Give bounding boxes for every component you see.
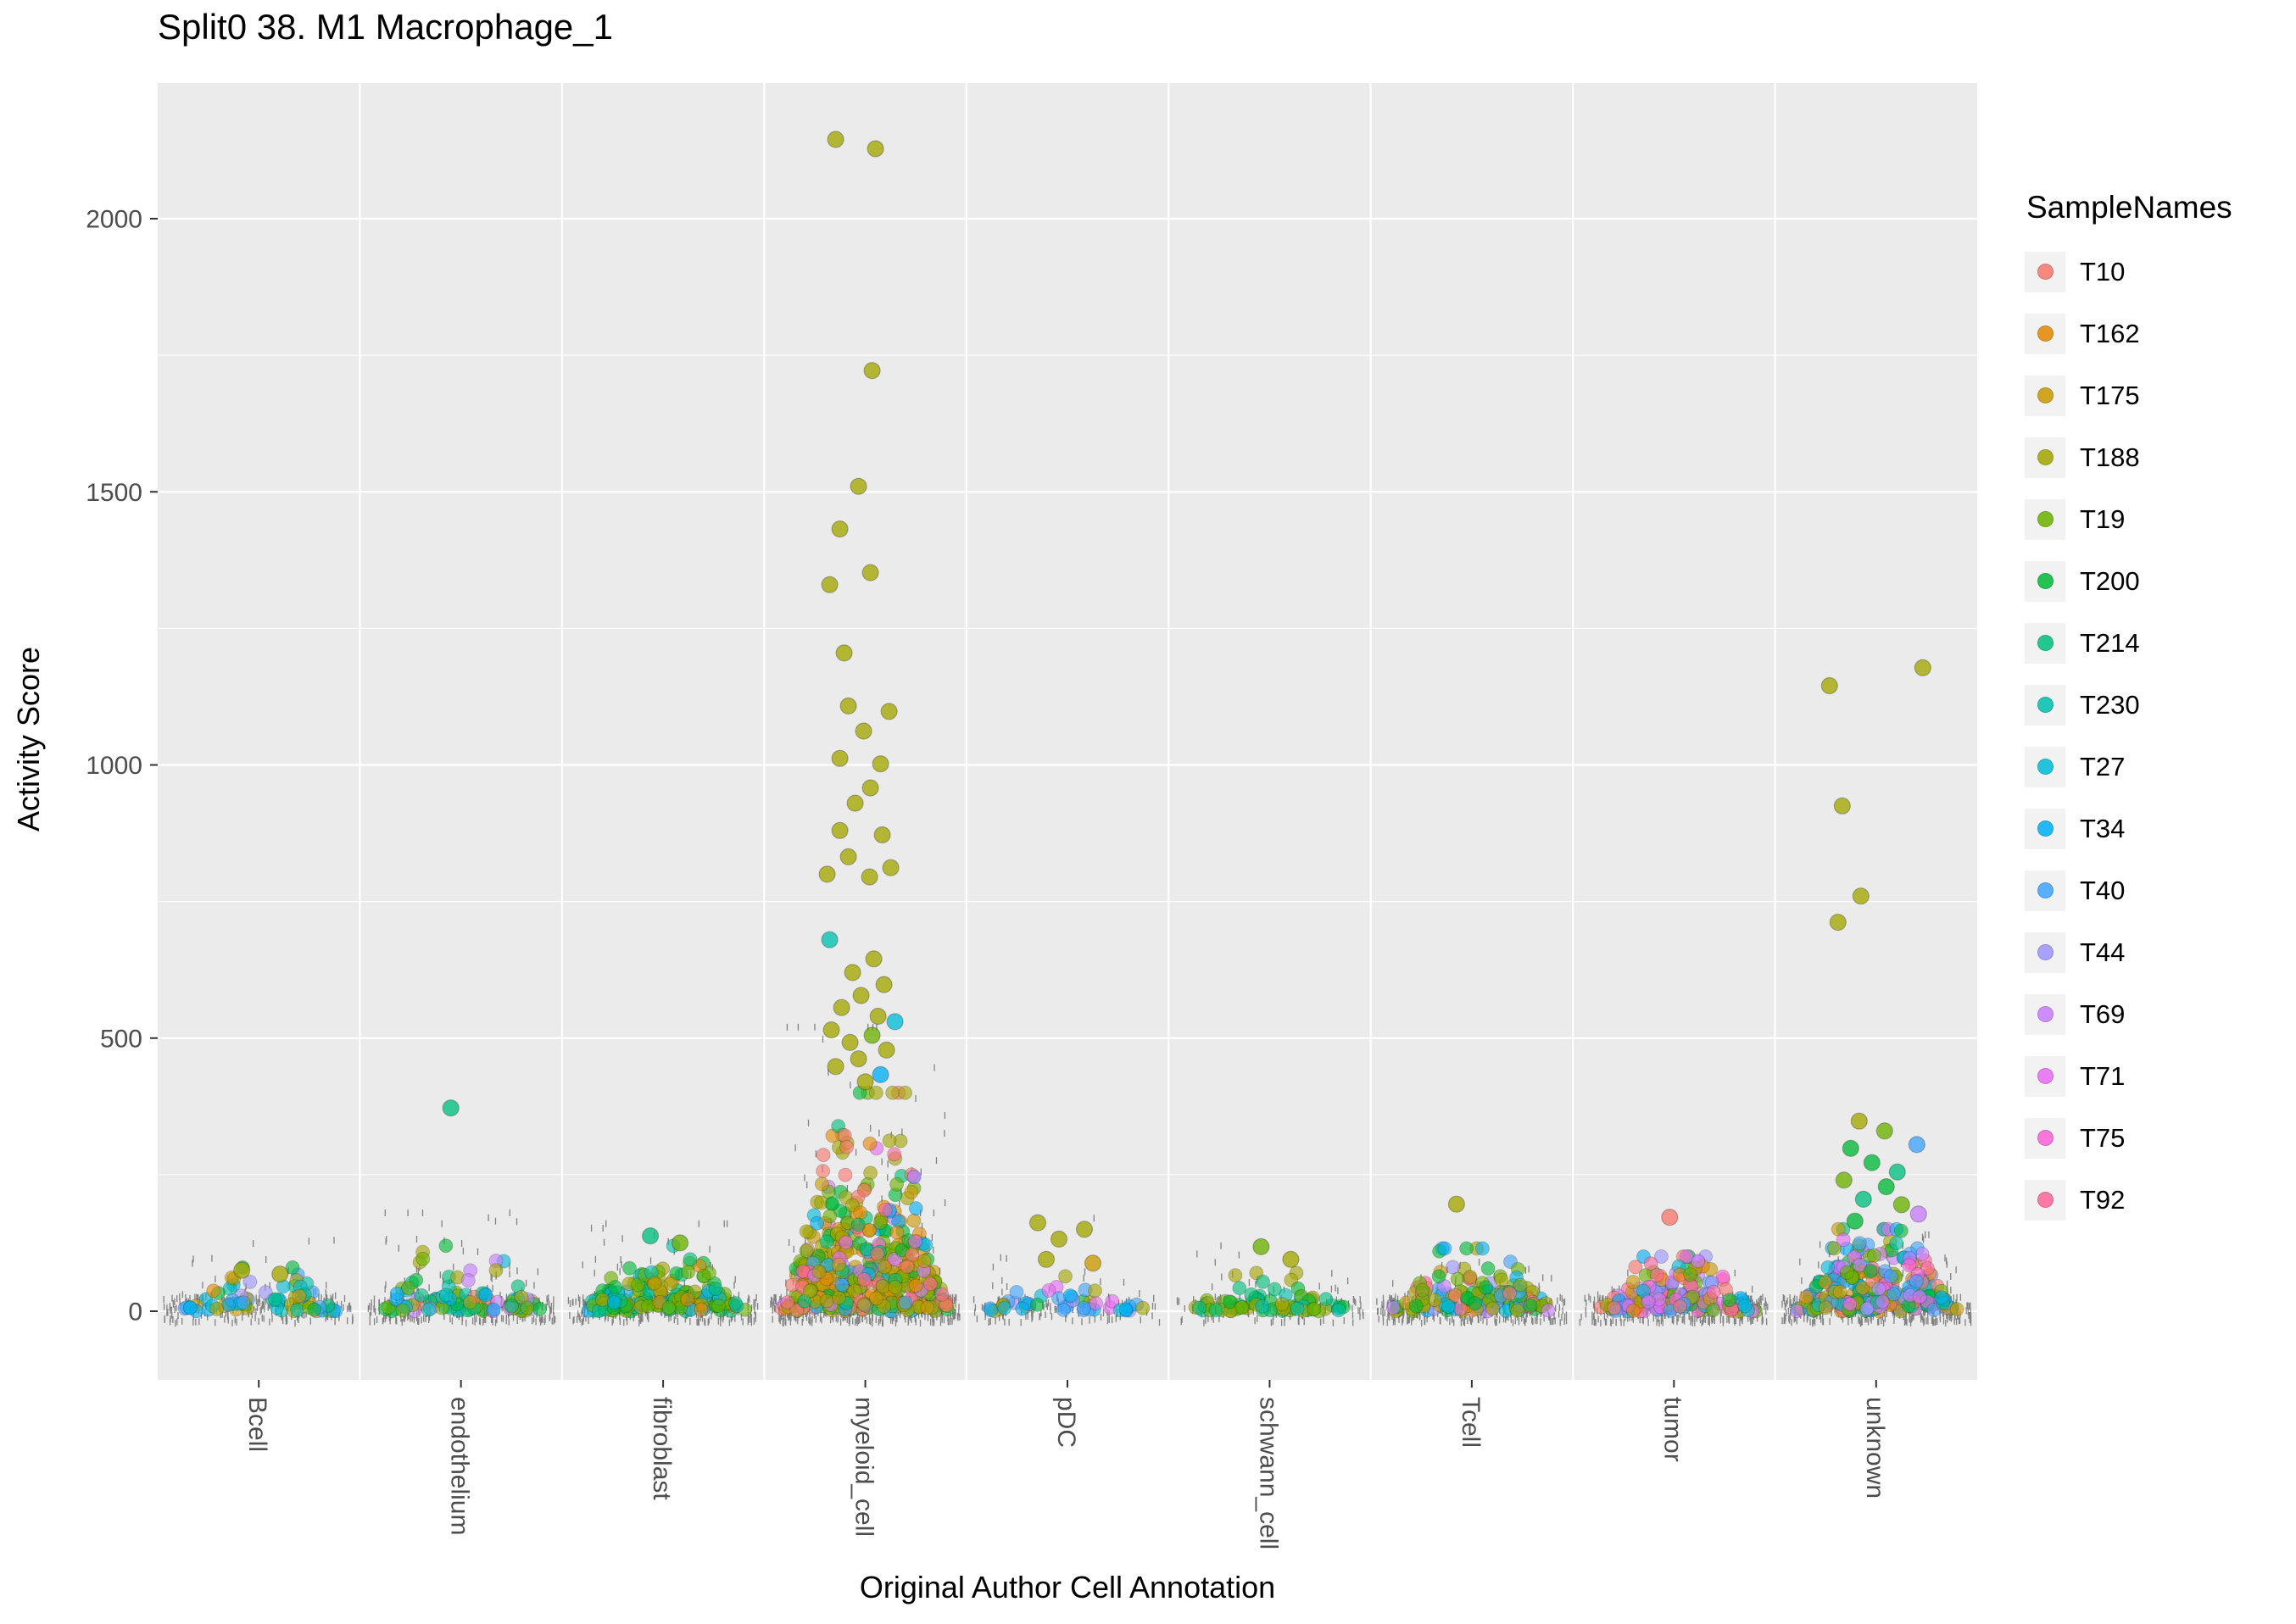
legend-item: T200 (2025, 550, 2294, 612)
legend-item: T71 (2025, 1045, 2294, 1107)
legend-dot-icon (2037, 697, 2054, 713)
legend-dot-icon (2037, 882, 2054, 898)
data-points (1594, 1249, 1764, 1319)
legend-item: T214 (2025, 612, 2294, 674)
x-tick-label: tumor (1658, 1397, 1686, 1462)
legend-key (2025, 746, 2065, 787)
legend-label: T175 (2080, 380, 2140, 410)
legend-key (2025, 993, 2065, 1035)
legend-label: T27 (2080, 751, 2126, 781)
y-tick-label: 0 (128, 1299, 142, 1326)
y-tick-label: 1000 (86, 752, 142, 780)
axis-ticks: 0 500 1000 1500 2000 Bcell endothelium fibrobla… (86, 206, 1889, 1550)
legend-dot-icon (2037, 387, 2054, 403)
legend-label: T71 (2080, 1060, 2126, 1091)
legend-key (2025, 684, 2065, 726)
legend-label: T230 (2080, 689, 2140, 720)
legend-label: T200 (2080, 565, 2140, 596)
x-tick-label: pDC (1052, 1397, 1080, 1448)
legend-label: T34 (2080, 813, 2126, 843)
legend-key (2025, 870, 2065, 911)
data-points (582, 1238, 753, 1319)
legend-label: T40 (2080, 875, 2126, 905)
legend: SampleNames T10 T162 T175 T188 T19 T200 T214 T2… (2025, 190, 2294, 1231)
legend-item: T75 (2025, 1107, 2294, 1169)
x-tick-label: schwann_cell (1254, 1397, 1282, 1549)
legend-item: T175 (2025, 364, 2294, 426)
legend-dot-icon (2037, 759, 2054, 775)
gridlines (158, 83, 1977, 1380)
legend-key (2025, 932, 2065, 973)
legend-key (2025, 808, 2065, 849)
outlier-points (233, 131, 1931, 1283)
x-tick-label: endothelium (446, 1397, 474, 1535)
legend-dot-icon (2037, 1006, 2054, 1022)
data-points (983, 1269, 1151, 1319)
legend-key (2025, 375, 2065, 416)
x-axis-title: Original Author Cell Annotation (859, 1570, 1276, 1605)
legend-item: T69 (2025, 983, 2294, 1045)
data-points (1385, 1241, 1556, 1319)
legend-label: T188 (2080, 442, 2140, 472)
data-points (1789, 1221, 1964, 1319)
data-points (1188, 1265, 1351, 1319)
legend-item: T10 (2025, 241, 2294, 303)
legend-dot-icon (2037, 635, 2054, 651)
legend-dot-icon (2037, 1130, 2054, 1146)
x-tick-label: unknown (1861, 1397, 1889, 1499)
legend-label: T214 (2080, 627, 2140, 658)
legend-label: T75 (2080, 1122, 2126, 1153)
chart-title: Split0 38. M1 Macrophage_1 (158, 7, 613, 47)
legend-label: T92 (2080, 1184, 2126, 1215)
y-tick-label: 500 (100, 1025, 142, 1053)
legend-items: T10 T162 T175 T188 T19 T200 T214 T230 T27 T34 T40 T… (2025, 241, 2294, 1231)
legend-label: T162 (2080, 318, 2140, 348)
legend-key (2025, 313, 2065, 354)
legend-item: T162 (2025, 303, 2294, 364)
y-axis-title: Activity Score (11, 646, 46, 832)
plot-panel (158, 83, 1977, 1380)
legend-key (2025, 251, 2065, 292)
legend-item: T44 (2025, 921, 2294, 983)
legend-label: T19 (2080, 503, 2126, 534)
legend-item: T92 (2025, 1169, 2294, 1231)
legend-item: T230 (2025, 674, 2294, 736)
data-points (177, 1260, 343, 1319)
legend-item: T19 (2025, 488, 2294, 550)
legend-item: T188 (2025, 426, 2294, 488)
x-tick-label: Tcell (1457, 1397, 1485, 1448)
legend-dot-icon (2037, 820, 2054, 837)
legend-key (2025, 1117, 2065, 1159)
legend-title: SampleNames (2026, 190, 2232, 225)
x-tick-label: myeloid_cell (850, 1397, 878, 1537)
legend-dot-icon (2037, 264, 2054, 280)
legend-key (2025, 1055, 2065, 1097)
legend-dot-icon (2037, 1192, 2054, 1208)
legend-dot-icon (2037, 449, 2054, 465)
data-points (377, 1238, 548, 1319)
legend-key (2025, 560, 2065, 602)
legend-item: T34 (2025, 798, 2294, 859)
legend-dot-icon (2037, 511, 2054, 527)
legend-label: T10 (2080, 256, 2126, 286)
legend-key (2025, 622, 2065, 664)
legend-key (2025, 1179, 2065, 1221)
legend-key (2025, 437, 2065, 478)
legend-label: T44 (2080, 937, 2126, 967)
legend-label: T69 (2080, 998, 2126, 1029)
legend-dot-icon (2037, 944, 2054, 960)
data-points (774, 1085, 955, 1319)
legend-item: T40 (2025, 859, 2294, 921)
legend-item: T27 (2025, 736, 2294, 798)
legend-dot-icon (2037, 1068, 2054, 1084)
x-tick-label: Bcell (243, 1397, 271, 1452)
y-tick-label: 1500 (86, 479, 142, 507)
legend-dot-icon (2037, 325, 2054, 342)
legend-key (2025, 498, 2065, 540)
x-tick-label: fibroblast (648, 1397, 676, 1500)
legend-dot-icon (2037, 573, 2054, 589)
y-tick-label: 2000 (86, 206, 142, 234)
